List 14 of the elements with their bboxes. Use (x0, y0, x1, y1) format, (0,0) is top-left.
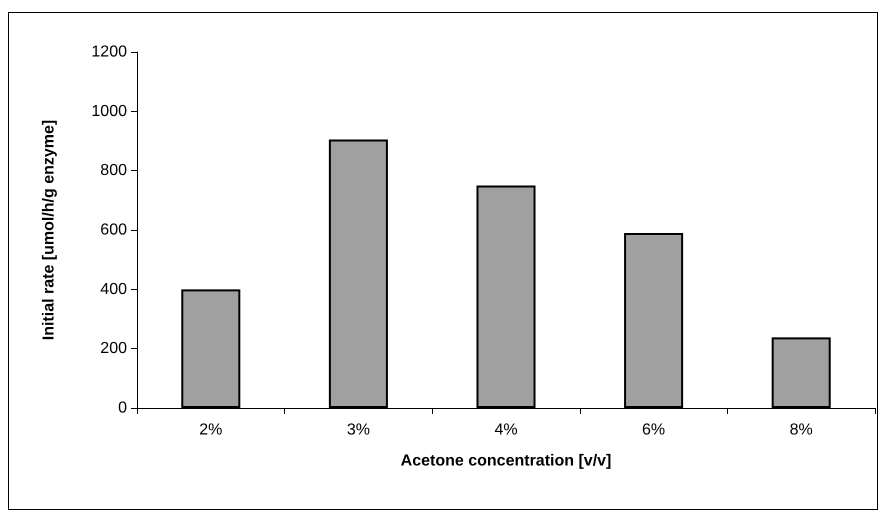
x-axis-title: Acetone concentration [v/v] (400, 452, 612, 470)
y-axis-title: Initial rate [umol/h/g enzyme] (40, 120, 58, 340)
y-tick-label: 0 (118, 400, 128, 416)
y-tick-label: 1000 (91, 102, 128, 120)
x-tick-label: 6% (642, 422, 666, 438)
y-tick-label: 200 (100, 340, 128, 358)
y-tick-label: 800 (100, 162, 128, 180)
y-tick-label: 400 (100, 280, 128, 298)
x-tick-label: 2% (199, 422, 222, 438)
x-tick-label: 3% (346, 422, 370, 438)
y-tick-label: 600 (100, 222, 128, 238)
y-tick-label: 1200 (91, 44, 128, 60)
x-tick-label: 4% (494, 422, 518, 438)
x-tick-label: 8% (790, 422, 813, 438)
